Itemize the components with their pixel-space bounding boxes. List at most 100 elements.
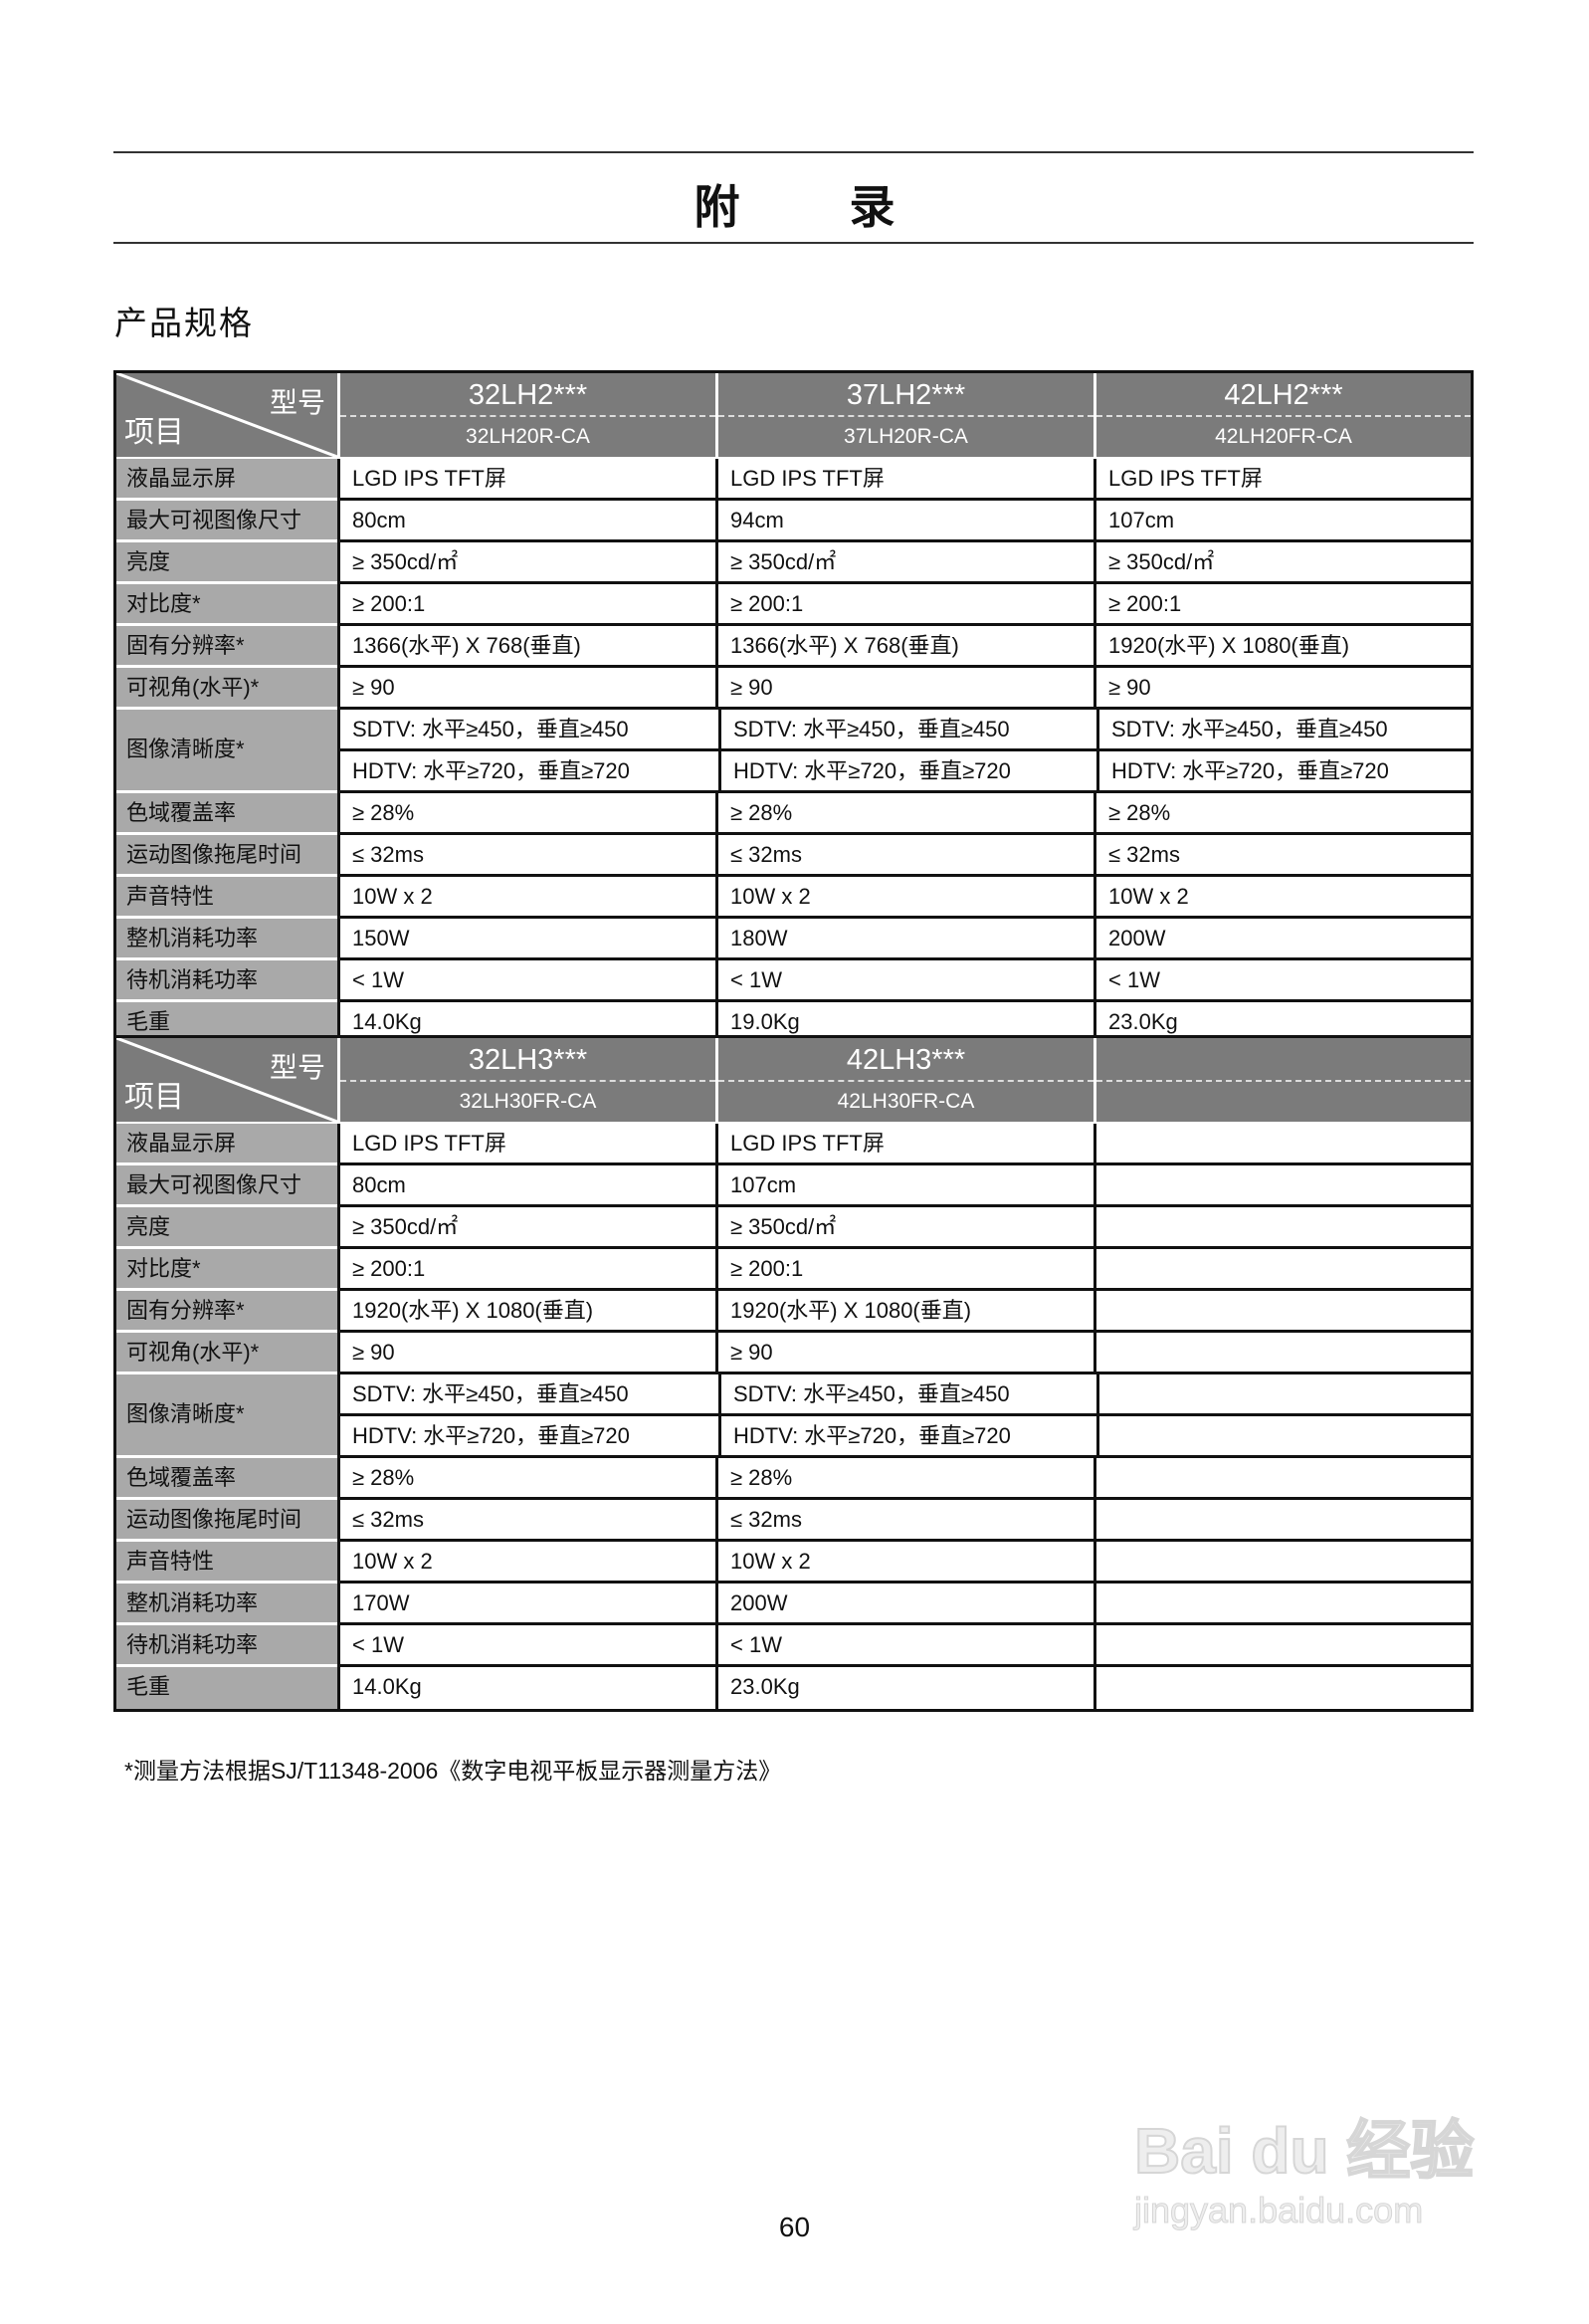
cell: ≥ 28% (337, 1458, 715, 1500)
cell: 10W x 2 (715, 877, 1093, 919)
cell: ≥ 90 (715, 1333, 1093, 1374)
cell: 1920(水平) X 1080(垂直) (715, 1291, 1093, 1333)
corner-model-label: 型号 (269, 387, 325, 418)
model-number: 37LH20R-CA (844, 425, 968, 448)
cell (1093, 1458, 1471, 1500)
cell: ≥ 200:1 (1093, 584, 1471, 626)
cell: 23.0Kg (1093, 1002, 1471, 1044)
cell (1093, 1625, 1471, 1667)
row-label: 待机消耗功率 (116, 1625, 337, 1667)
baidu-watermark-logo: Bai du 经验 (1133, 2114, 1475, 2188)
cell: LGD IPS TFT屏 (337, 1124, 715, 1165)
table-header: 型号 项目 32LH3*** 32LH30FR-CA 42LH3*** 42LH30FR-… (116, 1038, 1471, 1124)
table-row: 整机消耗功率 170W 200W (116, 1584, 1471, 1625)
cell (1093, 1207, 1471, 1249)
cell: 150W (337, 919, 715, 960)
table-row-group: 图像清晰度* SDTV: 水平≥450，垂直≥450 SDTV: 水平≥450，垂直… (116, 1374, 1471, 1458)
diagonal-line (116, 1038, 337, 1122)
cell: SDTV: 水平≥450，垂直≥450 (718, 1374, 1096, 1416)
cell: 107cm (715, 1165, 1093, 1207)
table-row: HDTV: 水平≥720，垂直≥720 HDTV: 水平≥720，垂直≥720 HD… (340, 751, 1471, 793)
cell: 10W x 2 (1093, 877, 1471, 919)
corner-item-label: 项目 (124, 416, 184, 449)
cell: ≥ 90 (715, 668, 1093, 710)
cell: LGD IPS TFT屏 (1093, 459, 1471, 501)
cell: 14.0Kg (337, 1667, 715, 1709)
table-row: HDTV: 水平≥720，垂直≥720 HDTV: 水平≥720，垂直≥720 (340, 1416, 1471, 1458)
cell: LGD IPS TFT屏 (715, 1124, 1093, 1165)
cell (1093, 1584, 1471, 1625)
model-series: 37LH2*** (718, 373, 1093, 417)
row-label: 运动图像拖尾时间 (116, 1500, 337, 1542)
cell: ≥ 28% (337, 793, 715, 835)
table-row: 固有分辨率* 1366(水平) X 768(垂直) 1366(水平) X 768(垂… (116, 626, 1471, 668)
row-label: 色域覆盖率 (116, 1458, 337, 1500)
row-label: 毛重 (116, 1667, 337, 1709)
cell: 170W (337, 1584, 715, 1625)
cell: 180W (715, 919, 1093, 960)
cell: ≥ 28% (715, 1458, 1093, 1500)
cell: ≥ 350cd/㎡ (337, 1207, 715, 1249)
cell: ≥ 350cd/㎡ (715, 1207, 1093, 1249)
corner-cell: 型号项目 (116, 373, 340, 457)
cell (1093, 1249, 1471, 1291)
cell: ≥ 200:1 (715, 584, 1093, 626)
table-header: 型号 项目 32LH2*** 32LH20R-CA 37LH2*** 37LH20R-CA… (116, 373, 1471, 459)
spec-table-lh2: 型号 项目 32LH2*** 32LH20R-CA 37LH2*** 37LH20R-CA… (113, 370, 1474, 1047)
cell: < 1W (337, 960, 715, 1002)
cell: ≥ 90 (337, 668, 715, 710)
cell (1093, 1165, 1471, 1207)
cell: < 1W (715, 1625, 1093, 1667)
cell: ≥ 350cd/㎡ (715, 542, 1093, 584)
table-row: 可视角(水平)* ≥ 90 ≥ 90 (116, 1333, 1471, 1374)
cell: < 1W (1093, 960, 1471, 1002)
model-number: 32LH30FR-CA (459, 1090, 597, 1113)
cell: ≥ 200:1 (337, 584, 715, 626)
cell: HDTV: 水平≥720，垂直≥720 (718, 1416, 1096, 1458)
cell (1093, 1333, 1471, 1374)
model-series (1096, 1038, 1471, 1082)
corner-cell: 型号 项目 (116, 1038, 340, 1122)
footnote: *测量方法根据SJ/T11348-2006《数字电视平板显示器测量方法》 (124, 1758, 782, 1784)
cell (1093, 1542, 1471, 1584)
title-rule (113, 242, 1474, 244)
row-label: 待机消耗功率 (116, 960, 337, 1002)
cell: < 1W (715, 960, 1093, 1002)
cell (1093, 1124, 1471, 1165)
cell: HDTV: 水平≥720，垂直≥720 (340, 751, 718, 793)
table-row: 声音特性 10W x 2 10W x 2 10W x 2 (116, 877, 1471, 919)
cell: 200W (1093, 919, 1471, 960)
table-row: 运动图像拖尾时间 ≤ 32ms ≤ 32ms (116, 1500, 1471, 1542)
cell: SDTV: 水平≥450，垂直≥450 (340, 1374, 718, 1416)
page-number: 60 (778, 2212, 811, 2242)
model-series: 32LH2*** (340, 373, 715, 417)
table-row: 运动图像拖尾时间 ≤ 32ms ≤ 32ms ≤ 32ms (116, 835, 1471, 877)
spec-table-lh3: 型号 项目 32LH3*** 32LH30FR-CA 42LH3*** 42LH30FR-… (113, 1035, 1474, 1712)
row-values: SDTV: 水平≥450，垂直≥450 SDTV: 水平≥450，垂直≥450 HD… (337, 1374, 1471, 1458)
cell (1093, 1500, 1471, 1542)
model-number: 42LH30FR-CA (837, 1090, 975, 1113)
model-number: 42LH20FR-CA (1215, 425, 1352, 448)
corner-item-label: 项目 (124, 1081, 184, 1114)
cell: ≥ 28% (715, 793, 1093, 835)
cell: 80cm (337, 1165, 715, 1207)
cell: 10W x 2 (715, 1542, 1093, 1584)
cell: 107cm (1093, 501, 1471, 542)
cell: 10W x 2 (337, 877, 715, 919)
cell: < 1W (337, 1625, 715, 1667)
row-label: 对比度* (116, 1249, 337, 1291)
model-column-header: 32LH2*** 32LH20R-CA (340, 373, 718, 457)
cell: 1920(水平) X 1080(垂直) (1093, 626, 1471, 668)
table-row: 声音特性 10W x 2 10W x 2 (116, 1542, 1471, 1584)
diagonal-line (116, 373, 337, 457)
model-column-header: 42LH3*** 42LH30FR-CA (718, 1038, 1096, 1122)
table-row: 亮度 ≥ 350cd/㎡ ≥ 350cd/㎡ (116, 1207, 1471, 1249)
cell: 94cm (715, 501, 1093, 542)
row-label: 固有分辨率* (116, 626, 337, 668)
cell: HDTV: 水平≥720，垂直≥720 (718, 751, 1096, 793)
row-label: 声音特性 (116, 1542, 337, 1584)
cell: HDTV: 水平≥720，垂直≥720 (340, 1416, 718, 1458)
table-row: 亮度 ≥ 350cd/㎡ ≥ 350cd/㎡ ≥ 350cd/㎡ (116, 542, 1471, 584)
cell: LGD IPS TFT屏 (715, 459, 1093, 501)
